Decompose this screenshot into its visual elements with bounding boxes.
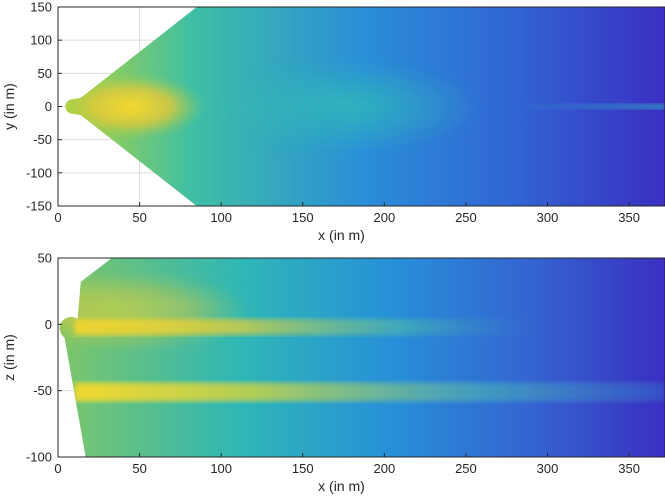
x-tick-label-2: 100 — [210, 210, 232, 225]
x-tick-label-0: 0 — [54, 461, 61, 476]
x-tick-label-3: 150 — [292, 461, 314, 476]
y-tick-label-2: 50 — [38, 66, 52, 81]
x-tick-label-7: 350 — [618, 210, 640, 225]
x-tick-label-1: 50 — [132, 461, 146, 476]
y-tick-label-3: -100 — [26, 450, 52, 465]
y-axis-label-top: y (in m) — [1, 83, 17, 130]
hotspot-near-field-top — [65, 73, 205, 140]
y-tick-label-3: 0 — [45, 99, 52, 114]
centerline-streak-top — [514, 103, 665, 110]
y-tick-label-0: 50 — [38, 251, 52, 266]
x-axis-label-bottom: x (in m) — [318, 478, 365, 494]
x-axis-label-top: x (in m) — [318, 227, 365, 243]
y-tick-label-2: -50 — [33, 383, 52, 398]
x-tick-label-5: 250 — [455, 210, 477, 225]
diffuse-band-top — [221, 60, 483, 153]
bright-band-bottom-reflection — [74, 382, 665, 402]
ticks-top: 0 50 100 150 200 250 300 350 150 100 50 0 -50 -100 -15… — [26, 0, 640, 225]
ticks-bottom: 0 50 100 150 200 250 300 350 50 0 -50 -100 — [26, 251, 640, 477]
y-tick-label-1: 100 — [30, 33, 52, 48]
x-tick-label-2: 100 — [210, 461, 232, 476]
x-tick-label-5: 250 — [455, 461, 477, 476]
y-tick-label-6: -150 — [26, 199, 52, 214]
axes-frame-bottom — [57, 257, 665, 458]
y-axis-label-bottom: z (in m) — [1, 334, 17, 381]
heatmap-field-bottom — [59, 258, 665, 457]
y-tick-label-4: -50 — [33, 132, 52, 147]
x-tick-label-3: 150 — [292, 210, 314, 225]
x-tick-label-6: 300 — [537, 461, 559, 476]
x-tick-label-0: 0 — [54, 210, 61, 225]
heatmap-panel-bottom: 0 50 100 150 200 250 300 350 50 0 -50 -100 x (in m)… — [1, 251, 665, 494]
heatmap-panel-top: 0 50 100 150 200 250 300 350 150 100 50 0 -50 -100 -15… — [1, 0, 665, 243]
x-tick-label-4: 200 — [373, 210, 395, 225]
y-tick-label-0: 150 — [30, 0, 52, 15]
heatmap-field-top — [65, 7, 665, 206]
x-tick-label-4: 200 — [373, 461, 395, 476]
x-tick-label-1: 50 — [132, 210, 146, 225]
x-tick-label-6: 300 — [537, 210, 559, 225]
y-tick-label-5: -100 — [26, 165, 52, 180]
y-tick-label-1: 0 — [45, 317, 52, 332]
hotspot-near-field-bottom — [59, 271, 254, 352]
x-tick-label-7: 350 — [618, 461, 640, 476]
